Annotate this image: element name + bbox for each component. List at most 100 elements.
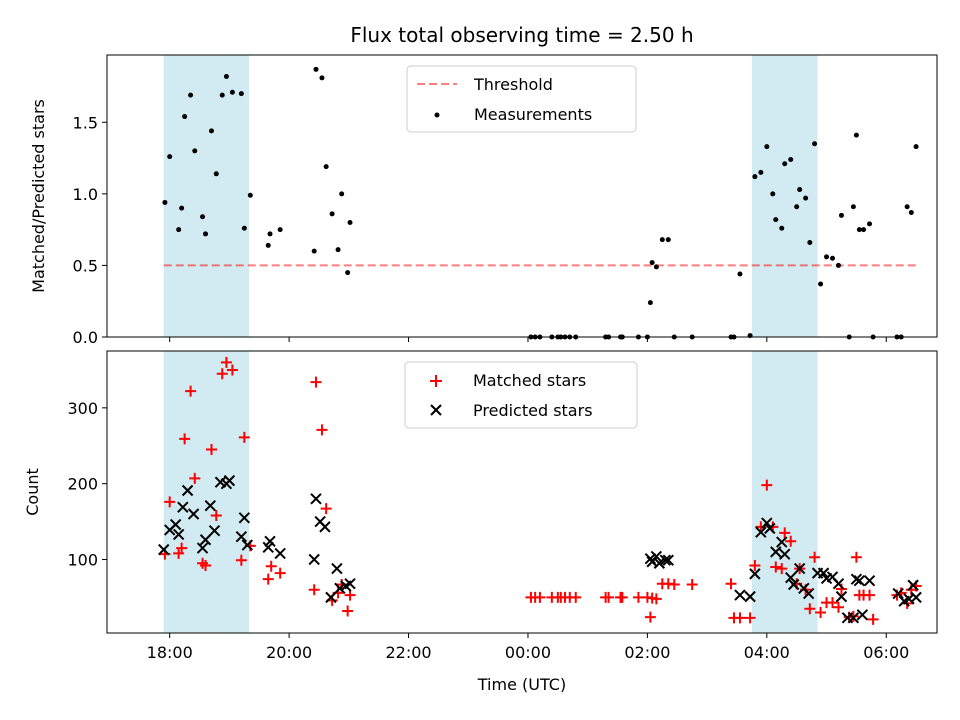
predicted-star-point — [274, 547, 286, 560]
measurement-point — [867, 221, 873, 227]
measurement-point — [323, 164, 329, 170]
matched-star-point — [776, 563, 788, 575]
chart-title: Flux total observing time = 2.50 h — [350, 23, 693, 47]
matched-star-point — [779, 527, 791, 539]
predicted-star-point — [863, 574, 876, 587]
x-tick-label: 02:00 — [624, 643, 670, 662]
predicted-star-point — [853, 574, 866, 587]
matched-star-point — [189, 472, 201, 484]
highlight-span-0 — [163, 351, 250, 633]
predicted-star-point — [235, 531, 248, 543]
matched-star-point — [815, 607, 827, 619]
matched-star-point — [761, 479, 773, 491]
predicted-star-point — [204, 499, 217, 512]
predicted-star-point — [241, 539, 254, 551]
matched-star-point — [316, 424, 328, 436]
measurement-point — [812, 141, 818, 147]
measurement-point — [200, 214, 206, 220]
predicted-star-point — [779, 548, 791, 560]
matched-star-point — [320, 503, 332, 515]
y-tick-label: 1.0 — [73, 185, 98, 204]
x-axis-label: Time (UTC) — [477, 675, 566, 694]
x-tick-label: 00:00 — [505, 643, 551, 662]
matched-star-point — [310, 376, 322, 388]
measurement-point — [665, 237, 671, 243]
matched-star-point — [616, 591, 628, 603]
matched-star-point — [603, 591, 615, 603]
predicted-star-point — [264, 535, 276, 547]
measurement-point — [188, 92, 194, 98]
measurement-point — [313, 66, 319, 72]
predicted-star-point — [196, 542, 209, 554]
top-y-axis-label: Matched/Predicted stars — [29, 99, 48, 293]
measurement-point — [779, 225, 785, 231]
matched-star-point — [650, 593, 662, 605]
highlight-span-0 — [163, 55, 250, 337]
predicted-star-point — [181, 484, 194, 497]
x-tick-label: 18:00 — [147, 643, 193, 662]
matched-star-point — [744, 612, 756, 624]
bottom-highlight-spans — [163, 351, 818, 633]
predicted-star-point — [659, 554, 672, 566]
measurement-point — [850, 204, 856, 210]
measurement-point — [807, 240, 813, 246]
measurement-point — [267, 231, 273, 237]
matched-star-point — [262, 573, 274, 585]
matched-star-point — [832, 601, 844, 613]
predicted-star-point — [650, 550, 663, 563]
measurement-point — [853, 132, 859, 138]
matched-star-point — [308, 584, 320, 596]
bottom-plot-frame — [106, 350, 938, 634]
matched-star-point — [220, 356, 232, 368]
measurement-point — [167, 154, 173, 160]
matched-star-point — [686, 578, 698, 590]
predicted-star-point — [169, 518, 182, 531]
measurement-point — [908, 209, 914, 215]
measurement-point — [770, 191, 776, 197]
predicted-star-point — [892, 587, 904, 600]
matched-star-point — [534, 591, 546, 603]
predicted-star-point — [850, 573, 863, 585]
measurement-point — [179, 205, 185, 211]
matched-star-point — [864, 589, 876, 601]
predicted-star-point — [832, 578, 845, 590]
measurement-point — [319, 75, 325, 81]
matched-star-point — [342, 605, 354, 617]
measurement-point — [311, 248, 317, 254]
matched-star-point — [668, 578, 680, 590]
matched-star-point — [749, 560, 761, 572]
predicted-star-point — [325, 591, 337, 604]
predicted-star-point — [776, 536, 788, 548]
predicted-star-point — [662, 554, 675, 566]
matched-star-point — [185, 385, 197, 397]
legend-threshold-label: Threshold — [473, 75, 553, 94]
legend-predicted-label: Predicted stars — [473, 401, 593, 420]
predicted-star-point — [334, 582, 346, 594]
count-points — [158, 356, 922, 625]
predicted-star-point — [208, 524, 221, 537]
predicted-star-point — [187, 508, 200, 520]
matched-star-point — [265, 560, 277, 572]
legend-matched-label: Matched stars — [473, 371, 586, 390]
predicted-star-point — [310, 493, 322, 505]
predicted-star-point — [749, 568, 761, 580]
matched-star-point — [850, 551, 862, 563]
predicted-star-point — [319, 521, 331, 533]
matched-star-point — [867, 613, 879, 625]
measurement-point — [223, 73, 229, 79]
y-tick-label: 1.5 — [73, 113, 98, 132]
measurement-point — [339, 191, 345, 197]
measurement-point — [861, 227, 867, 233]
measurement-point — [247, 192, 253, 198]
predicted-star-point — [331, 562, 343, 575]
measurement-point — [219, 92, 225, 98]
highlight-span-1 — [751, 55, 818, 337]
predicted-star-point — [847, 612, 860, 624]
legend-measurements-label: Measurements — [474, 105, 592, 124]
matched-star-point — [205, 444, 217, 456]
predicted-star-point — [817, 567, 830, 579]
bottom-legend: Matched stars Predicted stars — [404, 361, 638, 429]
legend-predicted-swatch — [430, 404, 442, 416]
predicted-star-point — [764, 522, 776, 535]
